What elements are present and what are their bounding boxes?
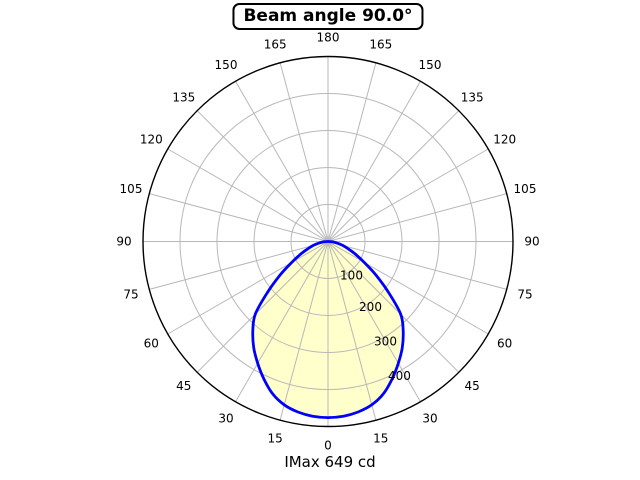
theta-tick-label: 45 [176,379,191,393]
theta-tick-label: 45 [465,379,480,393]
theta-tick-label: 30 [422,411,437,425]
r-tick-label: 300 [374,334,397,348]
theta-tick-label: 165 [264,38,287,52]
theta-tick-label: 90 [524,235,539,249]
theta-tick-label: 0 [324,439,332,453]
chart-title: Beam angle 90.0° [232,3,424,30]
theta-tick-label: 90 [116,235,131,249]
theta-tick-label: 135 [172,91,195,105]
theta-tick-label: 120 [140,133,163,147]
r-tick-label: 200 [359,300,382,314]
theta-tick-label: 120 [493,133,516,147]
theta-tick-label: 150 [419,58,442,72]
theta-tick-label: 135 [461,91,484,105]
theta-tick-label: 180 [317,31,340,45]
theta-tick-label: 60 [497,337,512,351]
imax-caption: IMax 649 cd [284,453,376,471]
theta-tick-label: 75 [123,288,138,302]
theta-tick-label: 165 [369,38,392,52]
r-tick-label: 400 [388,369,411,383]
theta-tick-label: 105 [514,182,537,196]
theta-tick-label: 15 [268,432,283,446]
theta-tick-label: 15 [373,432,388,446]
r-tick-label: 100 [340,268,363,282]
theta-tick-label: 150 [215,58,238,72]
theta-tick-label: 75 [517,288,532,302]
theta-tick-label: 30 [218,411,233,425]
intensity-curve [251,240,405,419]
outer-circle [142,55,514,428]
theta-tick-label: 60 [144,337,159,351]
theta-tick-label: 105 [120,182,143,196]
